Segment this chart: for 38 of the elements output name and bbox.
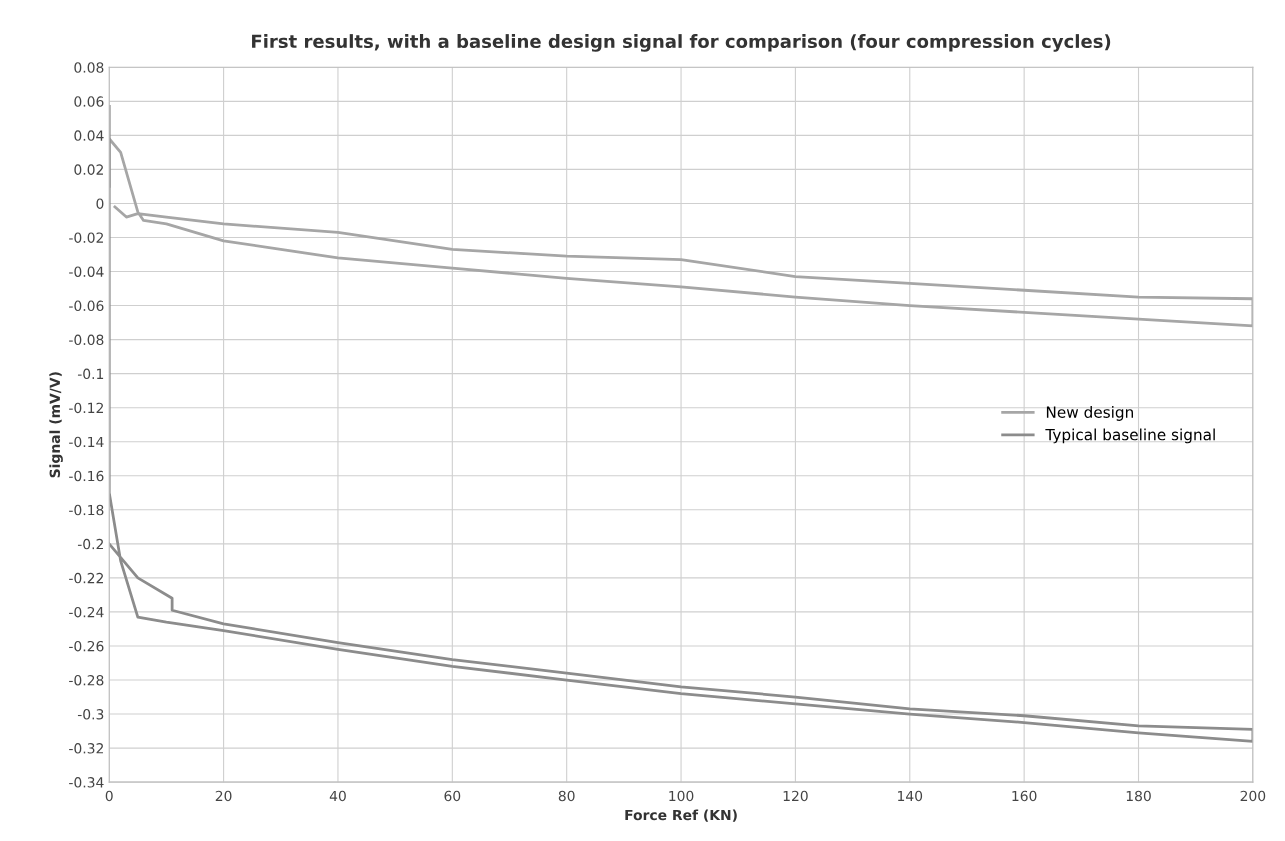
y-tick-label: -0.32 xyxy=(69,743,103,754)
y-tick-label: -0.22 xyxy=(69,572,103,584)
x-tick-label: 180 xyxy=(1126,790,1151,802)
y-tick-label: -0.04 xyxy=(69,266,104,277)
x-tick-label: 80 xyxy=(558,790,575,802)
y-tick-label: -0.02 xyxy=(69,232,103,243)
y-tick-label: 0.04 xyxy=(74,130,104,141)
y-tick-label: 0 xyxy=(96,198,104,209)
y-tick-label: -0.1 xyxy=(77,368,104,380)
x-axis-title: Force Ref (KN) xyxy=(625,809,737,822)
y-tick-label: 0.08 xyxy=(74,62,104,73)
y-tick-label: -0.18 xyxy=(69,504,104,516)
x-tick-label: 40 xyxy=(329,790,346,802)
y-tick-label: -0.34 xyxy=(69,777,104,788)
y-tick-label: -0.08 xyxy=(69,334,104,346)
y-tick-label: -0.06 xyxy=(69,300,104,312)
x-tick-label: 0 xyxy=(105,790,113,802)
x-tick-label: 120 xyxy=(783,790,808,802)
y-tick-label: -0.12 xyxy=(69,402,103,414)
chart-title: First results, with a baseline design signal for comparison (four compression cycles) xyxy=(252,34,1111,52)
x-tick-label: 200 xyxy=(1240,790,1266,802)
y-tick-label: 0.02 xyxy=(74,164,103,175)
y-tick-label: -0.3 xyxy=(77,709,104,720)
x-tick-label: 60 xyxy=(444,790,461,802)
x-tick-label: 160 xyxy=(1012,790,1037,802)
y-tick-label: -0.16 xyxy=(69,470,104,482)
x-tick-label: 140 xyxy=(898,790,923,802)
y-tick-label: -0.24 xyxy=(69,606,104,618)
legend-label: New design xyxy=(1046,406,1133,421)
x-tick-label: 100 xyxy=(669,790,694,802)
y-tick-label: -0.2 xyxy=(77,538,103,550)
y-tick-label: -0.14 xyxy=(69,436,104,448)
y-tick-label: -0.28 xyxy=(69,674,104,686)
y-tick-label: 0.06 xyxy=(74,96,104,107)
y-axis-title: Signal (mV/V) xyxy=(49,372,63,478)
y-tick-label: -0.26 xyxy=(69,640,104,652)
x-tick-label: 20 xyxy=(215,790,232,802)
legend-label: Typical baseline signal xyxy=(1045,428,1215,444)
